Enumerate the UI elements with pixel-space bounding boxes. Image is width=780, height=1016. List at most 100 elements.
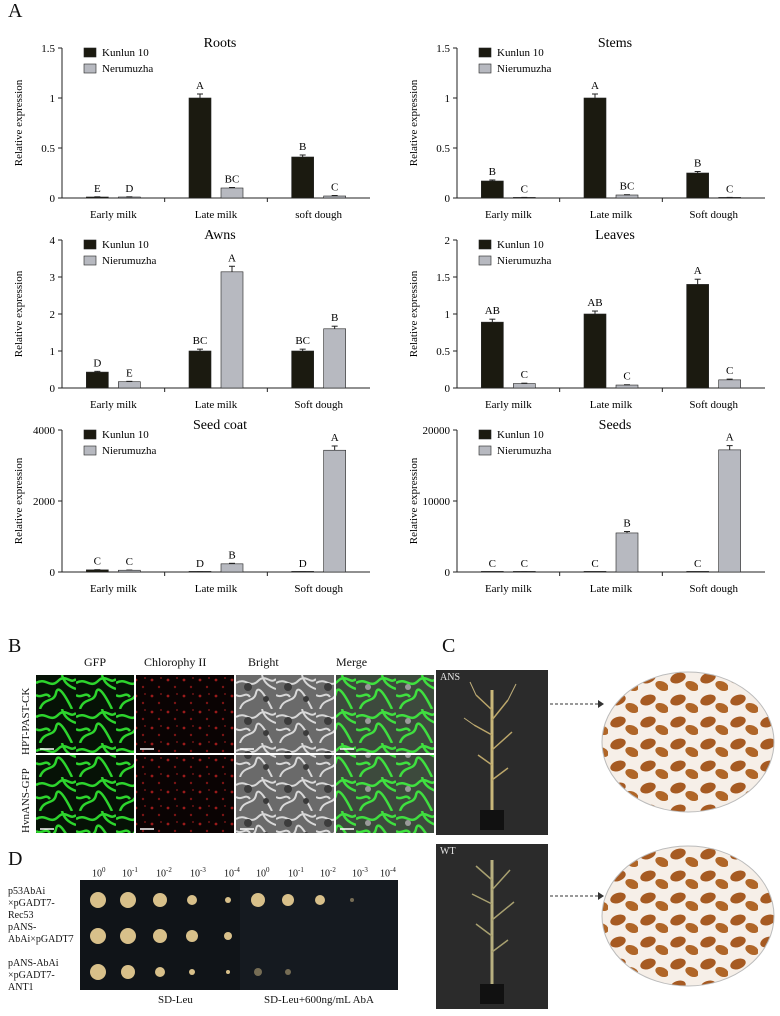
bar — [718, 379, 741, 389]
significance-letter: B — [623, 518, 630, 530]
legend-swatch — [83, 239, 97, 250]
category-label: Early milk — [485, 583, 532, 595]
img-bright-ans — [236, 755, 334, 833]
significance-letter: B — [228, 549, 235, 561]
dilution-exponent: -4 — [234, 866, 240, 874]
category-label: soft dough — [295, 209, 342, 221]
legend-swatch — [478, 429, 492, 440]
bar — [188, 97, 212, 199]
y-tick-label: 3 — [50, 272, 56, 284]
plant-photo-wt: WT — [436, 844, 548, 1009]
dilution-label: 10-2 — [320, 866, 336, 879]
dilution-exponent: -3 — [362, 866, 368, 874]
y-axis-label: Relative expression — [13, 457, 25, 544]
significance-letter: BC — [193, 335, 208, 347]
dilution-base: 10 — [92, 868, 102, 880]
legend-swatch — [478, 445, 492, 456]
y-tick-label: 1 — [50, 346, 56, 358]
y-tick-label: 0 — [445, 383, 451, 395]
dilution-label: 100 — [92, 866, 106, 879]
y-tick-label: 1.5 — [436, 43, 450, 55]
significance-letter: A — [726, 432, 734, 444]
dilution-label: 100 — [256, 866, 270, 879]
bar — [686, 571, 709, 573]
wt-label: WT — [440, 846, 456, 857]
significance-letter: B — [489, 166, 496, 178]
dilution-label: 10-2 — [156, 866, 172, 879]
panel-label-d: D — [8, 848, 23, 870]
bar — [323, 328, 346, 389]
bar — [481, 180, 504, 199]
dilution-base: 10 — [288, 868, 298, 880]
dilution-exponent: 0 — [266, 866, 270, 874]
bar — [615, 194, 639, 199]
dilution-exponent: -2 — [166, 866, 172, 874]
category-label: Soft dough — [294, 399, 343, 411]
plant-photo-ans: ANS — [436, 670, 548, 835]
significance-letter: C — [331, 182, 338, 194]
chart-title: Roots — [204, 36, 237, 51]
img-merge-ck — [336, 675, 434, 753]
y-tick-label: 0 — [50, 383, 56, 395]
legend-label: Nierumuzha — [102, 445, 156, 457]
y-axis-label: Relative expression — [13, 79, 25, 166]
dilution-base: 10 — [224, 868, 234, 880]
category-label: Late milk — [590, 583, 633, 595]
ans-plant-drawing — [463, 681, 517, 830]
chart-title: Stems — [598, 36, 632, 51]
significance-letter: D — [299, 558, 307, 570]
bar — [323, 449, 346, 573]
ans-label: ANS — [440, 672, 461, 683]
dilution-exponent: -3 — [200, 866, 206, 874]
significance-letter: B — [694, 158, 701, 170]
significance-letter: A — [228, 252, 236, 264]
seeds-wt — [601, 845, 775, 987]
img-gfp-ck — [36, 675, 134, 753]
bar — [686, 284, 709, 389]
img-merge-ans — [336, 755, 434, 833]
significance-letter: AB — [485, 305, 500, 317]
bar — [615, 384, 639, 389]
legend-swatch — [83, 63, 97, 74]
panel-a-charts: Roots Relative expression 0 0.5 1 1.5 Early mi… — [13, 36, 765, 595]
significance-letter: AB — [587, 297, 602, 309]
significance-letter: A — [694, 265, 702, 277]
chart-title: Awns — [204, 228, 235, 243]
medium-sd-leu: SD-Leu — [158, 994, 193, 1006]
img-bright-ck — [236, 675, 334, 753]
bar — [220, 271, 244, 389]
category-label: Late milk — [590, 399, 633, 411]
dilution-base: 10 — [122, 868, 132, 880]
legend-label: Kunlun 10 — [102, 239, 149, 251]
panel-label-a: A — [8, 0, 23, 22]
dilution-base: 10 — [320, 868, 330, 880]
significance-letter: D — [196, 558, 204, 570]
panel-d: 100 10-1 10-2 10-3 10-4 100 10-1 10-2 10-3 10-4 p… — [8, 866, 428, 1016]
chart-title: Seeds — [599, 418, 632, 433]
bar — [615, 532, 639, 573]
strain-2: pANS- AbAi×pGADT7 — [8, 922, 74, 945]
legend-label: Kunlun 10 — [497, 239, 544, 251]
strain-1: p53AbAi ×pGADT7-Rec53 — [8, 886, 55, 921]
bar — [188, 350, 212, 389]
category-label: Early milk — [90, 583, 137, 595]
significance-letter: C — [126, 556, 133, 568]
significance-letter: BC — [225, 174, 240, 186]
y-tick-label: 0 — [445, 567, 451, 579]
yeast-plates — [80, 880, 398, 990]
y-axis-label: Relative expression — [408, 270, 420, 357]
significance-letter: A — [196, 80, 204, 92]
bar — [583, 571, 607, 573]
legend-label: Kunlun 10 — [102, 429, 149, 441]
dilution-base: 10 — [190, 868, 200, 880]
legend-label: Nierumuzha — [102, 255, 156, 267]
y-tick-label: 2 — [445, 235, 451, 247]
legend-label: Nierumuzha — [497, 255, 551, 267]
y-tick-label: 2 — [50, 309, 56, 321]
bar — [291, 350, 314, 389]
significance-letter: D — [93, 357, 101, 369]
legend-swatch — [478, 239, 492, 250]
category-label: Late milk — [590, 209, 633, 221]
micro-images — [36, 675, 434, 833]
strain-3: pANS-AbAi ×pGADT7-ANT1 — [8, 958, 59, 993]
